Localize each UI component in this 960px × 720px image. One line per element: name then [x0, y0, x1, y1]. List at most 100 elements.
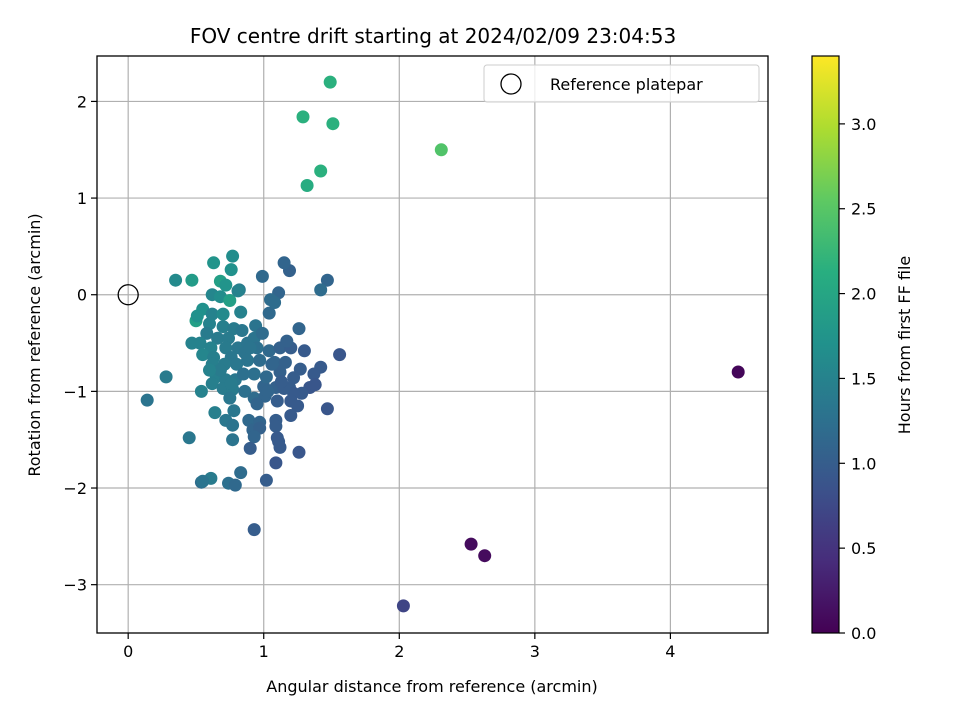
x-tick-label: 2 — [394, 642, 404, 661]
data-points — [140, 75, 745, 613]
legend-box — [483, 64, 760, 103]
data-point — [270, 394, 284, 408]
data-point — [247, 430, 261, 444]
data-point — [478, 549, 492, 563]
data-point — [259, 473, 273, 487]
data-point — [255, 326, 269, 340]
data-point — [262, 344, 276, 358]
legend: Reference platepar — [483, 64, 760, 103]
data-point — [243, 441, 257, 455]
data-point — [213, 363, 227, 377]
data-point — [284, 409, 298, 422]
data-point — [223, 391, 237, 405]
data-point — [205, 377, 219, 391]
data-point — [230, 357, 244, 371]
data-point — [224, 263, 238, 277]
data-point — [216, 320, 230, 334]
data-point — [308, 378, 322, 392]
y-tick-label: 1 — [77, 189, 87, 208]
data-point — [300, 179, 314, 192]
data-point — [269, 456, 283, 470]
data-point — [185, 336, 199, 350]
data-point — [277, 256, 291, 270]
data-point — [291, 399, 305, 413]
legend-entry-label: Reference platepar — [550, 75, 703, 94]
data-point — [226, 249, 240, 263]
data-point — [194, 384, 208, 398]
data-point — [326, 117, 340, 131]
chart-title: FOV centre drift starting at 2024/02/09 … — [190, 24, 676, 48]
y-tick-label: −1 — [63, 382, 87, 401]
data-point — [268, 296, 282, 309]
colorbar-tick-label: 3.0 — [851, 115, 876, 134]
data-point — [203, 363, 216, 377]
data-point — [243, 341, 257, 355]
data-point — [262, 306, 276, 320]
data-point — [255, 269, 269, 283]
data-point — [196, 348, 210, 362]
data-point — [292, 445, 306, 459]
data-point — [269, 419, 283, 433]
x-axis-ticks: 0 1 2 3 4 — [123, 633, 675, 661]
data-point — [227, 404, 241, 418]
colorbar-tick-label: 0.0 — [851, 624, 876, 643]
data-point — [247, 523, 261, 537]
data-point — [140, 393, 154, 407]
data-point — [185, 273, 199, 287]
y-tick-label: −3 — [63, 576, 87, 595]
y-axis-label: Rotation from reference (arcmin) — [25, 213, 44, 476]
data-point — [265, 357, 279, 371]
data-point — [280, 334, 294, 348]
data-point — [226, 433, 240, 447]
data-point — [211, 331, 225, 345]
data-point — [320, 273, 334, 287]
data-point — [396, 599, 410, 613]
plot-frame — [96, 55, 769, 634]
colorbar-tick-label: 1.0 — [851, 454, 876, 473]
data-point — [247, 367, 261, 381]
colorbar-tick-label: 1.5 — [851, 369, 876, 388]
colorbar-gradient — [811, 55, 840, 634]
data-point — [169, 273, 183, 287]
x-axis-label: Angular distance from reference (arcmin) — [266, 677, 597, 696]
data-point — [234, 466, 248, 480]
data-point — [250, 397, 264, 411]
data-point — [434, 143, 448, 157]
x-tick-label: 3 — [530, 642, 540, 661]
data-point — [278, 355, 292, 369]
data-point — [323, 75, 337, 89]
data-point — [219, 278, 233, 292]
colorbar-tick-label: 2.5 — [851, 200, 876, 219]
data-point — [292, 322, 306, 336]
colorbar-tick-label: 0.5 — [851, 539, 876, 558]
data-point — [182, 431, 196, 445]
data-point — [297, 344, 311, 358]
data-point — [273, 365, 287, 379]
data-point — [219, 341, 233, 355]
x-tick-label: 1 — [259, 642, 269, 661]
data-point — [159, 370, 173, 384]
data-point — [253, 353, 267, 367]
data-point — [208, 406, 222, 420]
data-point — [259, 370, 273, 384]
data-point — [296, 110, 310, 124]
reference-marker — [117, 284, 139, 306]
data-point — [307, 367, 321, 381]
data-point — [273, 440, 287, 454]
data-point — [234, 305, 248, 319]
data-point — [224, 377, 238, 391]
data-point — [238, 384, 252, 398]
data-point — [320, 402, 334, 416]
data-point — [731, 365, 745, 379]
data-point — [190, 309, 204, 323]
data-point — [241, 353, 254, 367]
data-point — [333, 348, 347, 362]
data-point — [261, 384, 275, 398]
colorbar: 0.0 0.5 1.0 1.5 2.0 2.5 3.0 Hours from first F… — [811, 55, 914, 643]
y-tick-label: 2 — [77, 92, 87, 111]
data-point — [226, 418, 240, 432]
data-point — [200, 326, 214, 340]
data-point — [274, 375, 288, 389]
data-point — [216, 307, 230, 321]
